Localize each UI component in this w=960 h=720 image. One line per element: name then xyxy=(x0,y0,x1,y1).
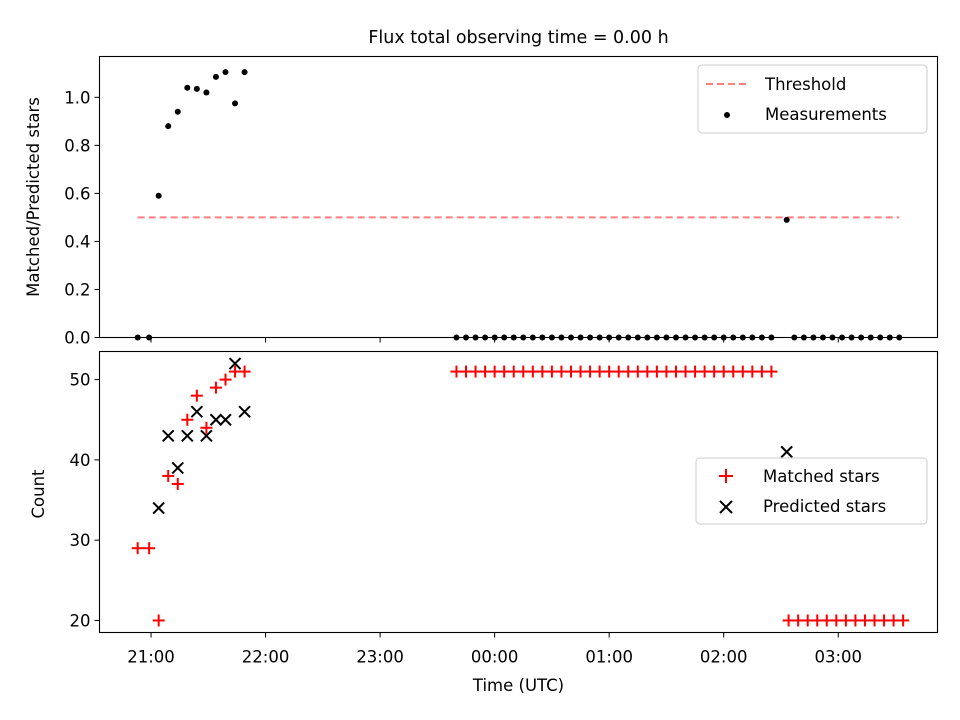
measurement-point xyxy=(222,69,229,76)
measurement-point xyxy=(203,89,210,96)
legend-predicted-swatch xyxy=(719,500,733,514)
measurement-point xyxy=(212,73,219,80)
legend-matched-label: Matched stars xyxy=(763,467,880,486)
legend-measurements-label: Measurements xyxy=(765,105,887,124)
matched-star-point xyxy=(131,542,144,555)
top-y-tick-label: 0.8 xyxy=(64,136,90,155)
matched-star-point xyxy=(219,373,232,386)
x-tick-label: 02:00 xyxy=(700,648,748,667)
x-tick-label: 00:00 xyxy=(471,648,519,667)
predicted-star-point xyxy=(238,405,251,418)
measurement-point xyxy=(783,216,790,223)
top-y-axis-label: Matched/Predicted stars xyxy=(24,97,43,297)
chart-title: Flux total observing time = 0.00 h xyxy=(368,28,668,48)
measurement-point xyxy=(155,192,162,199)
predicted-star-point xyxy=(200,429,213,443)
bottom-y-tick-label: 40 xyxy=(70,451,91,470)
bottom-y-tick-label: 50 xyxy=(70,371,91,390)
predicted-star-point xyxy=(171,461,184,475)
measurement-point xyxy=(174,108,181,115)
measurement-point xyxy=(184,84,191,91)
legend-matched-swatch xyxy=(719,469,733,483)
top-y-tick-label: 0.2 xyxy=(64,280,90,299)
top-y-tick-label: 0.0 xyxy=(64,329,90,348)
bottom-y-tick-label: 20 xyxy=(70,611,91,630)
top-y-tick-label: 0.6 xyxy=(64,184,90,203)
x-tick-label: 03:00 xyxy=(814,648,862,667)
bottom-y-axis-label: Count xyxy=(29,469,48,519)
predicted-star-point xyxy=(780,445,793,459)
top-y-tick-label: 0.4 xyxy=(64,232,90,251)
top-y-tick-label: 1.0 xyxy=(64,88,90,107)
matched-star-point xyxy=(143,542,156,555)
bottom-panel: 20 30 40 50 21:00 22:00 23:00 00:00 01:00 02:00 03… xyxy=(29,350,939,695)
measurement-point xyxy=(165,123,172,130)
matched-star-point xyxy=(200,421,213,434)
predicted-star-point xyxy=(219,413,232,426)
x-tick-label: 22:00 xyxy=(242,648,290,667)
x-tick-label: 23:00 xyxy=(356,648,404,667)
bottom-y-tick-label: 30 xyxy=(70,531,91,550)
legend-measurements-swatch xyxy=(724,112,730,118)
predicted-star-point xyxy=(152,501,165,515)
matched-star-point xyxy=(897,614,910,627)
measurement-point xyxy=(241,69,248,76)
predicted-star-point xyxy=(228,357,242,370)
predicted-star-point xyxy=(181,429,194,443)
matched-star-point xyxy=(162,469,175,482)
measurement-point xyxy=(232,100,239,107)
legend-threshold-label: Threshold xyxy=(764,75,846,94)
matched-star-point xyxy=(765,365,778,378)
x-tick-label: 21:00 xyxy=(127,648,175,667)
predicted-star-point xyxy=(162,429,175,443)
matched-star-point xyxy=(238,365,251,378)
measurement-point xyxy=(193,85,200,92)
predicted-star-point xyxy=(190,405,204,418)
top-panel: 0.0 0.2 0.4 0.6 0.8 1.0 Matched/Predicted sta… xyxy=(24,55,939,348)
x-axis-label: Time (UTC) xyxy=(472,676,564,695)
x-tick-label: 01:00 xyxy=(585,648,633,667)
matched-star-point xyxy=(152,614,165,627)
bottom-legend: Matched stars Predicted stars xyxy=(695,457,928,525)
matched-star-point xyxy=(181,413,194,426)
predicted-star-point xyxy=(209,413,223,426)
top-legend: Threshold Measurements xyxy=(697,64,928,134)
matched-star-point xyxy=(190,389,203,402)
matched-star-point xyxy=(171,477,184,490)
matched-star-point xyxy=(209,381,222,394)
legend-predicted-label: Predicted stars xyxy=(763,497,886,516)
